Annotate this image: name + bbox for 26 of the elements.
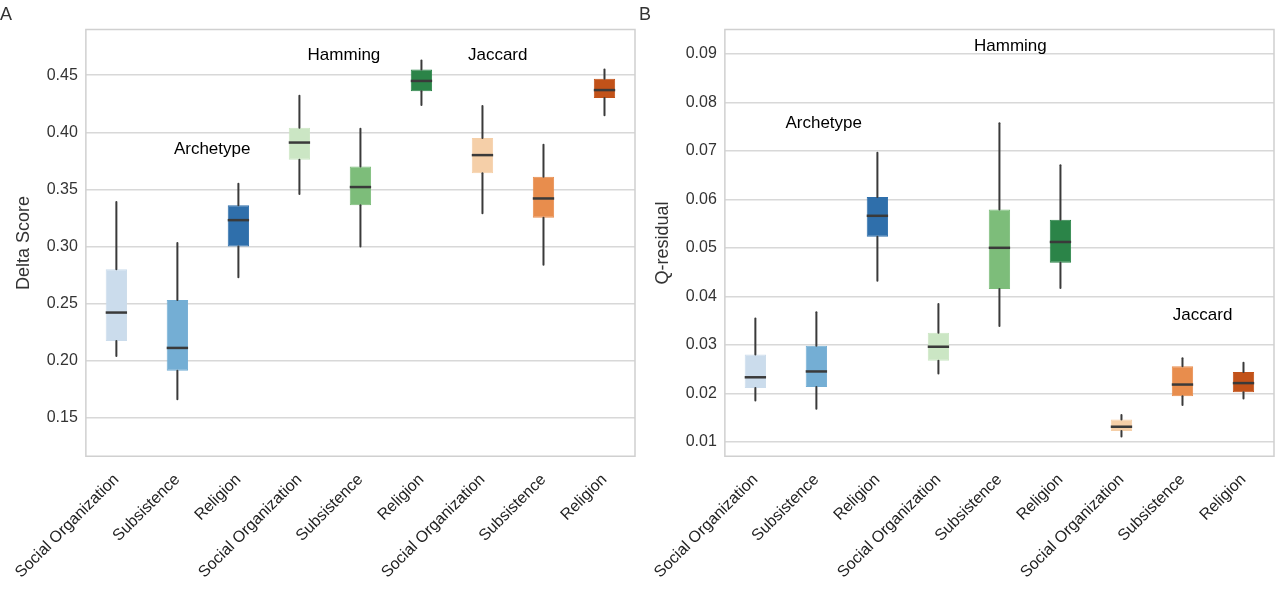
y-tick-label: 0.35 — [46, 179, 78, 197]
y-tick-label: 0.07 — [685, 141, 717, 159]
y-tick-label: 0.09 — [685, 44, 717, 62]
annotation: Archetype — [173, 138, 251, 158]
chart-title: A — [0, 3, 13, 24]
y-axis-title: Delta Score — [12, 195, 33, 290]
y-tick-label: 0.06 — [685, 189, 717, 207]
y-tick-label: 0.08 — [685, 92, 717, 110]
y-tick-label: 0.45 — [46, 65, 78, 83]
y-tick-label: 0.40 — [46, 122, 78, 140]
y-tick-label: 0.25 — [46, 293, 78, 311]
y-tick-label: 0.04 — [685, 286, 717, 304]
y-tick-label: 0.30 — [46, 236, 78, 254]
y-tick-label: 0.03 — [685, 335, 717, 353]
y-tick-label: 0.01 — [685, 432, 717, 450]
chart-title: B — [639, 3, 652, 24]
y-tick-label: 0.20 — [46, 350, 78, 368]
y-tick-label: 0.05 — [685, 238, 717, 256]
annotation: Archetype — [785, 113, 862, 133]
y-tick-label: 0.15 — [46, 407, 78, 425]
y-axis-title: Q-residual — [651, 201, 672, 285]
annotation: Jaccard — [1172, 305, 1233, 325]
annotation: Hamming — [974, 36, 1047, 56]
annotation: Hamming — [307, 44, 381, 64]
annotation: Jaccard — [467, 44, 528, 64]
y-tick-label: 0.02 — [685, 383, 717, 401]
